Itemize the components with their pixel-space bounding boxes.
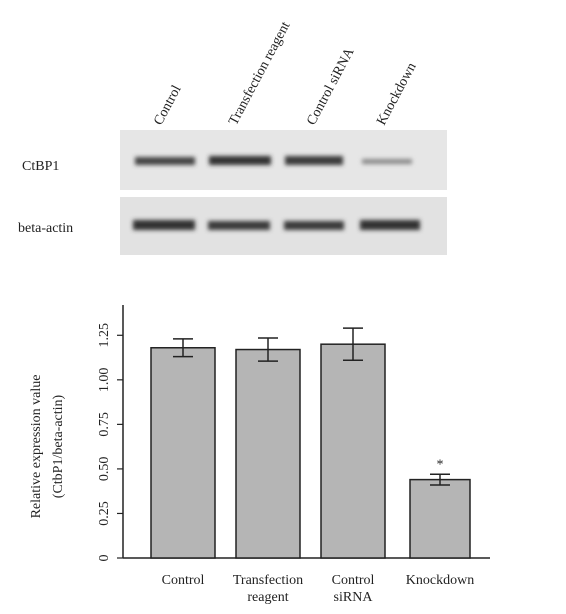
annotation: * (437, 457, 444, 472)
band (284, 221, 344, 230)
band (208, 221, 270, 230)
bar (150, 347, 216, 559)
band (133, 220, 195, 230)
x-tick-label: Control siRNA (332, 573, 375, 605)
bar (235, 348, 301, 559)
y-tick-label: 1.25 (97, 323, 112, 348)
x-tick-label: Transfection reagent (233, 573, 303, 605)
bar (320, 343, 386, 559)
y-tick-label: 0.25 (97, 501, 112, 526)
error-bar (258, 337, 278, 362)
bands (133, 156, 420, 230)
error-bar (430, 473, 450, 486)
band (360, 220, 420, 230)
y-tick-label: 0.75 (97, 412, 112, 437)
x-tick-label: Knockdown (406, 573, 474, 588)
lane-label: Knockdown (374, 60, 419, 127)
y-tick-label: 0 (97, 555, 112, 562)
x-tick-label: Control (162, 573, 205, 588)
band (285, 156, 343, 165)
y-tick-label: 1.00 (97, 368, 112, 393)
bar (409, 478, 471, 559)
band (135, 157, 195, 165)
row-label: beta-actin (18, 221, 73, 236)
y-axis-label: Relative expression value (29, 375, 44, 519)
y-axis-label: (CtbP1/beta-actin) (51, 394, 66, 498)
row-label: CtBP1 (22, 159, 59, 174)
y-tick-label: 0.50 (97, 457, 112, 482)
lane-label: Control (151, 83, 184, 128)
lane-label: Transfection reagent (226, 19, 293, 128)
band (362, 159, 412, 164)
error-bar (343, 327, 363, 361)
error-bar (173, 338, 193, 358)
band (209, 156, 271, 165)
lane-label: Control siRNA (304, 45, 358, 128)
